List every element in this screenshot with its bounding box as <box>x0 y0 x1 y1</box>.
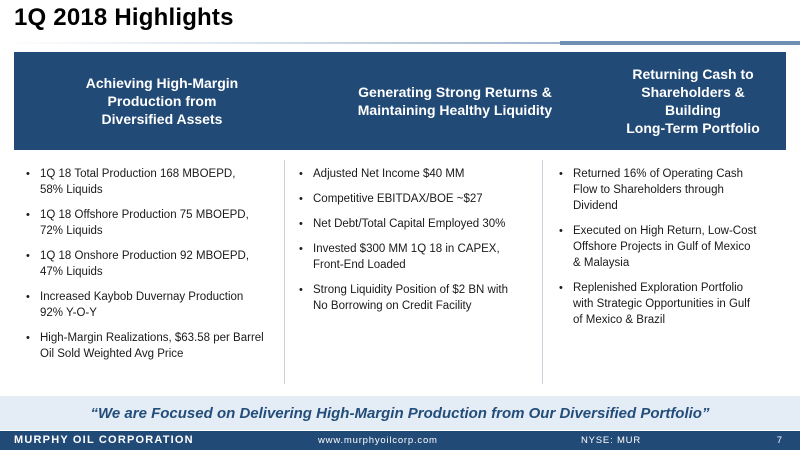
list-item: • Net Debt/Total Capital Employed 30% <box>299 216 532 232</box>
bullet-text: Net Debt/Total Capital Employed 30% <box>313 218 506 230</box>
bullet-list: • Returned 16% of Operating Cash Flow to … <box>559 166 776 328</box>
bullet-icon: • <box>299 243 303 255</box>
bullet-icon: • <box>26 291 30 303</box>
list-item: • 1Q 18 Total Production 168 MBOEPD, 58% … <box>26 166 274 198</box>
column-production: • 1Q 18 Total Production 168 MBOEPD, 58% … <box>14 160 284 384</box>
footer-bar: MURPHY OIL CORPORATION www.murphyoilcorp… <box>0 431 800 450</box>
bullet-icon: • <box>26 250 30 262</box>
footer-ticker: NYSE: MUR <box>581 435 641 446</box>
quote-banner: “We are Focused on Delivering High-Margi… <box>0 396 800 430</box>
list-item: • Invested $300 MM 1Q 18 in CAPEX, Front-… <box>299 241 532 273</box>
list-item: • Replenished Exploration Portfolio with … <box>559 280 776 328</box>
column-returns: • Adjusted Net Income $40 MM • Competitive… <box>284 160 542 384</box>
bullet-text: Adjusted Net Income $40 MM <box>313 168 465 180</box>
bullet-list: • 1Q 18 Total Production 168 MBOEPD, 58% … <box>26 166 274 362</box>
bullet-icon: • <box>26 209 30 221</box>
bullet-text: Invested $300 MM 1Q 18 in CAPEX, Front-E… <box>313 243 500 271</box>
column-heading-cash: Returning Cash to Shareholders & Buildin… <box>626 66 760 136</box>
title-rule <box>0 38 800 48</box>
column-heading-production: Achieving High-Margin Production from Di… <box>85 75 239 127</box>
bullet-icon: • <box>299 218 303 230</box>
column-heading-returns: Generating Strong Returns & Maintaining … <box>357 84 553 118</box>
list-item: • 1Q 18 Offshore Production 75 MBOEPD, 72… <box>26 207 274 239</box>
column-header-band: Achieving High-Margin Production from Di… <box>14 52 786 150</box>
bullet-text: Executed on High Return, Low-Cost Offsho… <box>573 225 757 269</box>
bullet-icon: • <box>559 168 563 180</box>
columns-body: • 1Q 18 Total Production 168 MBOEPD, 58% … <box>14 160 786 384</box>
list-item: • Returned 16% of Operating Cash Flow to … <box>559 166 776 214</box>
list-item: • Competitive EBITDAX/BOE ~$27 <box>299 191 532 207</box>
list-item: • Executed on High Return, Low-Cost Offsh… <box>559 223 776 271</box>
bullet-text: 1Q 18 Total Production 168 MBOEPD, 58% L… <box>40 168 236 196</box>
bullet-text: 1Q 18 Onshore Production 92 MBOEPD, 47% … <box>40 250 250 278</box>
quote-text: “We are Focused on Delivering High-Margi… <box>90 404 710 422</box>
column-cash: • Returned 16% of Operating Cash Flow to … <box>542 160 786 384</box>
bullet-icon: • <box>299 193 303 205</box>
list-item: • High-Margin Realizations, $63.58 per Ba… <box>26 330 274 362</box>
slide-title: 1Q 2018 Highlights <box>14 4 234 31</box>
bullet-icon: • <box>26 332 30 344</box>
footer-website: www.murphyoilcorp.com <box>318 435 438 446</box>
page-number: 7 <box>776 435 782 446</box>
title-rule-accent <box>560 41 800 45</box>
bullet-icon: • <box>299 168 303 180</box>
bullet-icon: • <box>26 168 30 180</box>
bullet-icon: • <box>559 282 563 294</box>
bullet-text: Returned 16% of Operating Cash Flow to S… <box>573 168 744 212</box>
bullet-text: Replenished Exploration Portfolio with S… <box>573 282 751 326</box>
bullet-icon: • <box>299 284 303 296</box>
bullet-text: Increased Kaybob Duvernay Production 92%… <box>40 291 244 319</box>
bullet-text: High-Margin Realizations, $63.58 per Bar… <box>40 332 264 360</box>
bullet-text: Competitive EBITDAX/BOE ~$27 <box>313 193 483 205</box>
list-item: • 1Q 18 Onshore Production 92 MBOEPD, 47%… <box>26 248 274 280</box>
list-item: • Strong Liquidity Position of $2 BN with… <box>299 282 532 314</box>
bullet-text: 1Q 18 Offshore Production 75 MBOEPD, 72%… <box>40 209 249 237</box>
bullet-text: Strong Liquidity Position of $2 BN with … <box>313 284 508 312</box>
bullet-icon: • <box>559 225 563 237</box>
list-item: • Increased Kaybob Duvernay Production 92… <box>26 289 274 321</box>
footer-company: MURPHY OIL CORPORATION <box>14 434 194 446</box>
title-rule-fade <box>0 42 560 44</box>
list-item: • Adjusted Net Income $40 MM <box>299 166 532 182</box>
bullet-list: • Adjusted Net Income $40 MM • Competitive… <box>299 166 532 314</box>
